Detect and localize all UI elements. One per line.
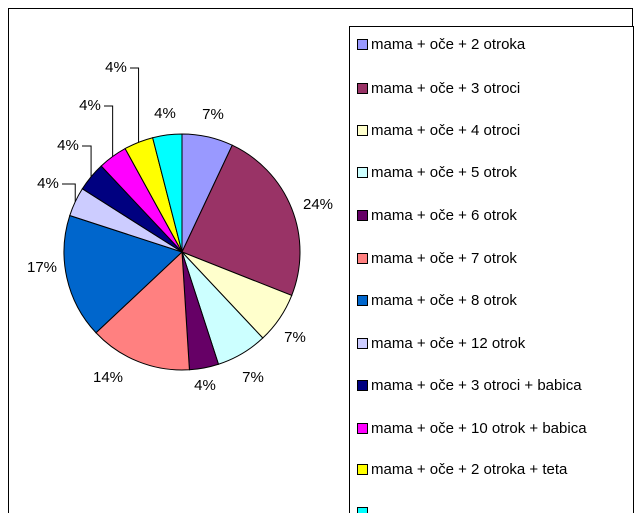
- data-label: 7%: [242, 369, 264, 386]
- legend-label: mama + oče + 6 otrok: [371, 207, 517, 224]
- legend-swatch: [357, 338, 368, 349]
- legend-label: mama + oče + 10 otrok + babica: [371, 420, 587, 437]
- legend-swatch: [357, 210, 368, 221]
- data-label: 24%: [303, 196, 333, 213]
- legend-label: mama + oče + 4 otroci: [371, 122, 521, 139]
- legend: mama + oče + 2 otroka mama + oče + 3 otro…: [349, 26, 634, 513]
- legend-item: mama + oče + 3 otroci + babica: [357, 376, 629, 395]
- legend-label: mama + oče + 2 otroka: [371, 36, 526, 53]
- legend-item: mama + oče + 12 otrok: [357, 334, 629, 353]
- legend-label: mama + oče + 7 otrok: [371, 250, 517, 267]
- pie-slice: [63, 214, 183, 334]
- legend-swatch: [357, 423, 368, 434]
- data-label: 7%: [284, 329, 306, 346]
- legend-item: mama + oče + 4 otroci: [357, 121, 629, 140]
- legend-swatch: [357, 125, 368, 136]
- data-label: 4%: [194, 377, 216, 394]
- data-label: 4%: [154, 105, 176, 122]
- legend-item: mama + oče + 7 otrok: [357, 249, 629, 268]
- leader-line: [130, 67, 140, 143]
- leader-line: [62, 183, 76, 202]
- legend-item: mama + oče + 3 otroci: [357, 79, 629, 98]
- legend-swatch: [357, 295, 368, 306]
- data-label: 17%: [27, 259, 57, 276]
- legend-label: mama + oče + 3 otroci: [371, 80, 521, 97]
- pie-slice: [181, 144, 301, 297]
- legend-label: mama + oče + 3 otroci + babica: [371, 377, 582, 394]
- leader-line: [104, 105, 114, 157]
- leader-line: [82, 145, 92, 177]
- data-label: 7%: [202, 106, 224, 123]
- legend-label: mama + oče + 2 otroka + teta: [371, 461, 568, 478]
- legend-item: mama + oče + 2 otroka: [357, 35, 629, 54]
- legend-swatch: [357, 253, 368, 264]
- legend-swatch: [357, 39, 368, 50]
- legend-item: mama + oče + 10 otrok + babica: [357, 419, 629, 438]
- data-label: 4%: [37, 175, 59, 192]
- pie-slice: [95, 250, 190, 371]
- legend-swatch: [357, 167, 368, 178]
- data-label: 14%: [93, 369, 123, 386]
- legend-label: mama + oče + 5 otrok: [371, 164, 517, 181]
- legend-item: mama + oče + 6 otrok: [357, 206, 629, 225]
- pie-slice: [152, 133, 183, 253]
- legend-swatch: [357, 507, 368, 513]
- legend-swatch: [357, 380, 368, 391]
- legend-swatch: [357, 83, 368, 94]
- legend-label: mama + oče + 8 otrok: [371, 292, 517, 309]
- data-label: 4%: [57, 137, 79, 154]
- data-label: 4%: [105, 59, 127, 76]
- legend-item: mama + oče + 8 otrok: [357, 291, 629, 310]
- legend-swatch: [357, 464, 368, 475]
- legend-item: mama + oče + 5 otrok: [357, 163, 629, 182]
- data-label: 4%: [79, 97, 101, 114]
- legend-item: mama + oče + 2 otroka + teta: [357, 460, 629, 479]
- legend-label: mama + oče + 12 otrok: [371, 335, 526, 352]
